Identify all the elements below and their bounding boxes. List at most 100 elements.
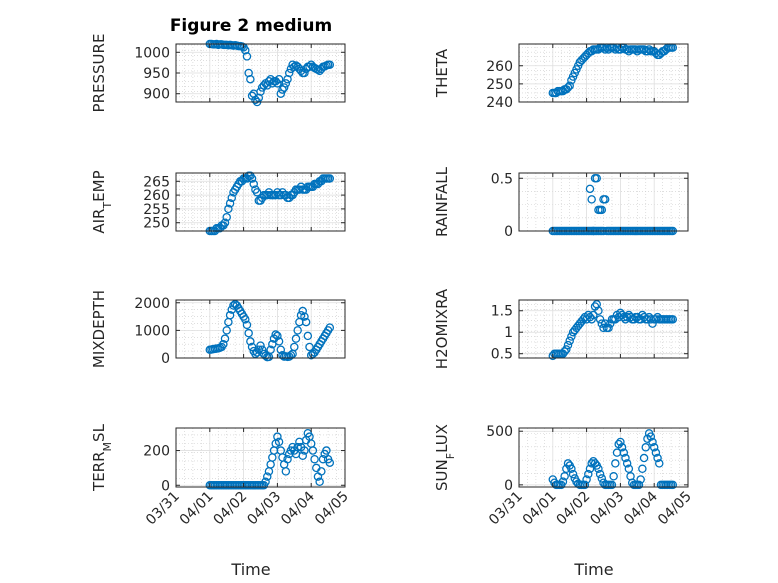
data-point: [219, 339, 228, 349]
data-series: [548, 300, 678, 361]
data-point: [567, 332, 576, 341]
data-point: [648, 437, 657, 447]
data-point: [298, 451, 307, 461]
axes-box: [518, 427, 689, 488]
y-tick-label: 0: [161, 478, 170, 494]
data-series: [205, 171, 335, 236]
data-point: [315, 477, 324, 487]
x-tick-label: 04/04: [278, 488, 318, 528]
data-point: [587, 195, 596, 204]
y-axis-label: SUNFLUX: [433, 424, 457, 491]
y-tick-label: 250: [486, 77, 513, 93]
y-tick-label: 265: [143, 174, 170, 190]
x-axis-label-right: Time: [573, 560, 613, 579]
data-point: [281, 467, 291, 476]
data-point: [259, 81, 269, 90]
figure-title: Figure 2 medium: [170, 16, 332, 36]
data-point: [286, 350, 296, 360]
subplot-rainfall: 0 0.5 RAINFALL: [433, 166, 689, 240]
y-tick-label: 250: [143, 216, 170, 232]
y-tick-label: 260: [143, 188, 170, 204]
data-point: [273, 79, 282, 88]
data-point: [325, 60, 335, 69]
data-point: [560, 472, 569, 481]
data-point: [584, 469, 593, 479]
y-tick-label: 1: [504, 325, 513, 341]
x-tick-label: 03/31: [143, 489, 183, 529]
y-tick-label: 0: [161, 351, 170, 367]
y-axis-label: PRESSURE: [90, 34, 108, 113]
y-tick-label: 900: [143, 87, 170, 103]
data-point: [621, 453, 630, 463]
data-point: [638, 464, 647, 474]
data-point: [312, 463, 321, 473]
data-point: [261, 477, 270, 487]
y-axis-label: TERRMSL: [90, 423, 114, 492]
x-tick-label: 04/05: [655, 489, 695, 529]
x-tick-label: 04/01: [520, 489, 560, 529]
subplot-pressure: 900 950 1000 PRESSURE: [90, 34, 346, 113]
data-point: [246, 74, 255, 84]
data-point: [293, 442, 302, 452]
data-point: [263, 81, 272, 90]
data-point: [227, 193, 237, 203]
data-point: [318, 454, 328, 464]
data-point: [281, 79, 291, 88]
data-series: [205, 428, 335, 490]
data-point: [225, 310, 235, 320]
y-tick-label: 0.5: [491, 347, 513, 363]
data-point: [619, 448, 629, 457]
data-point: [308, 446, 318, 455]
data-point: [560, 347, 569, 356]
y-tick-label: 255: [143, 202, 170, 218]
data-point: [290, 62, 299, 72]
data-point: [300, 446, 309, 455]
y-axis-label: THETA: [433, 48, 451, 98]
data-point: [263, 472, 272, 481]
data-point: [224, 204, 233, 214]
y-tick-label: 1.5: [491, 304, 513, 320]
y-tick-label: 0.5: [491, 171, 513, 187]
x-tick-label: 04/01: [177, 489, 217, 529]
data-point: [273, 331, 282, 341]
y-axis-label: H2OMIXRA: [433, 288, 451, 369]
data-point: [283, 454, 292, 464]
data-point: [271, 330, 280, 339]
y-tick-label: 200: [143, 444, 170, 460]
data-point: [580, 480, 590, 490]
x-axis-label-left: Time: [230, 560, 270, 579]
data-point: [301, 317, 311, 327]
data-point: [220, 334, 230, 343]
data-point: [310, 454, 319, 464]
data-point: [653, 453, 662, 463]
axes-box: [175, 427, 346, 488]
data-point: [565, 336, 574, 346]
x-tick-label: 04/05: [312, 489, 352, 529]
data-point: [585, 184, 595, 194]
data-series: [205, 299, 335, 362]
data-point: [567, 464, 576, 474]
axes-box: [175, 299, 346, 359]
data-point: [609, 472, 618, 481]
data-point: [278, 85, 287, 94]
data-series: [548, 429, 678, 490]
data-point: [325, 174, 335, 183]
data-point: [268, 453, 277, 462]
data-point: [293, 326, 302, 335]
y-axis-label: AIRTEMP: [90, 170, 114, 233]
data-point: [274, 337, 284, 346]
data-point: [594, 464, 603, 474]
data-point: [604, 323, 613, 333]
data-point: [317, 467, 326, 476]
data-point: [617, 443, 627, 452]
y-tick-label: 500: [486, 424, 513, 440]
data-point: [254, 345, 264, 354]
data-point: [651, 448, 661, 457]
data-point: [246, 337, 255, 346]
data-point: [622, 459, 632, 468]
data-point: [599, 323, 608, 333]
data-point: [587, 315, 596, 324]
axes-box: [175, 172, 346, 232]
